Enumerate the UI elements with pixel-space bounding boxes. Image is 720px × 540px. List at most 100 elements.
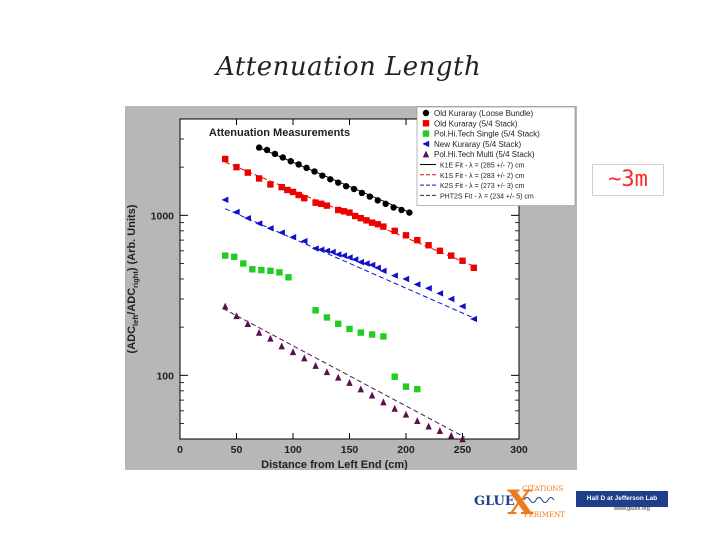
data-point [380,333,387,340]
data-point [311,245,319,252]
data-point [335,320,342,327]
data-point [374,221,381,228]
data-point [240,260,247,267]
data-point [221,196,229,204]
chart-title-layer: Attenuation Measurements [209,127,350,139]
data-point [362,260,370,267]
legend-label: Pol.Hi.Tech Multi (5/4 Stack) [434,150,535,159]
y-axis-label-part: right [131,271,140,288]
legend-marker [422,140,430,148]
data-point [267,267,274,275]
data-point [287,157,294,165]
legend-label: K1S Fit - λ = (283 +/- 2) cm [440,173,525,180]
data-point [258,266,265,274]
halld-logo: Hall D at Jefferson Lab [576,491,668,507]
data-point [351,256,359,263]
legend-label: K1E Fit - λ = (285 +/- 7) cm [440,163,525,170]
data-point [328,248,336,256]
data-point [425,242,432,249]
data-point [424,285,432,292]
data-point [266,225,274,232]
legend-marker [422,120,430,127]
data-point [402,383,410,390]
data-point [351,212,359,220]
data-point [267,334,274,342]
data-point [312,307,319,314]
data-point [276,269,283,276]
data-point [249,266,256,273]
data-point [448,431,455,439]
data-point [470,315,477,323]
data-point [414,385,421,393]
x-axis-label: Distance from Left End (cm) [261,459,408,470]
data-point [295,191,302,199]
y-axis-label-part: (ADC [126,326,138,354]
x-tick-label: 50 [231,444,243,456]
legend-marker [422,109,430,117]
data-point [382,200,389,208]
gluex-logo-text: GLUE [474,494,515,509]
data-point [390,204,397,211]
data-point [244,214,251,222]
data-point [340,252,348,259]
data-point [267,181,274,188]
data-point [278,342,285,350]
data-point [358,189,366,197]
data-points-layer [221,144,477,443]
data-point [398,206,405,214]
x-tick-label: 0 [177,444,183,456]
data-point [233,312,240,320]
data-point [357,385,364,393]
data-point [357,258,364,266]
data-point [289,233,297,241]
data-point [317,246,325,253]
data-point [350,185,358,193]
data-point [345,254,353,261]
data-point [289,188,297,196]
gluex-url: www.gluex.org [614,506,650,512]
data-point [391,272,398,279]
data-point [255,175,263,182]
data-point [263,146,271,154]
fit-line [225,161,477,268]
x-tick-label: 150 [341,444,359,456]
x-tick-label: 300 [510,444,528,456]
data-point [319,172,326,179]
legend-label: Pol.Hi.Tech Single (5/4 Stack) [434,130,540,139]
gluex-logo-periment: PERIMENT [524,511,565,519]
legend-label: Old Kuraray (Loose Bundle) [434,109,534,118]
x-tick-label: 200 [397,444,415,456]
data-point [357,214,364,222]
data-point [346,378,353,386]
data-point [318,200,325,208]
data-point [346,209,353,216]
fit-line [224,208,477,320]
y-axis-label-part: /ADC [126,288,138,315]
data-point [278,229,285,236]
data-point [402,410,410,418]
data-point [323,314,331,321]
data-point [414,417,421,424]
data-point [255,144,263,151]
data-point [391,373,398,380]
data-point [447,295,455,303]
data-point [323,247,331,255]
legend-label: Old Kuraray (5/4 Stack) [434,119,518,128]
wave-icon [523,497,555,503]
data-point [340,208,348,215]
y-tick-label: 100 [156,370,174,382]
legend-label: PHT2S Fit - λ = (234 +/- 5) cm [440,193,534,200]
data-point [244,169,251,176]
data-point [402,232,410,239]
data-point [425,422,432,430]
data-point [255,328,263,336]
data-point [222,252,229,259]
data-point [323,368,331,376]
data-point [289,348,297,356]
data-point [301,194,308,202]
data-point [312,199,319,206]
data-point [335,373,342,381]
data-point [295,161,302,168]
data-point [391,227,398,235]
data-point [391,404,398,412]
